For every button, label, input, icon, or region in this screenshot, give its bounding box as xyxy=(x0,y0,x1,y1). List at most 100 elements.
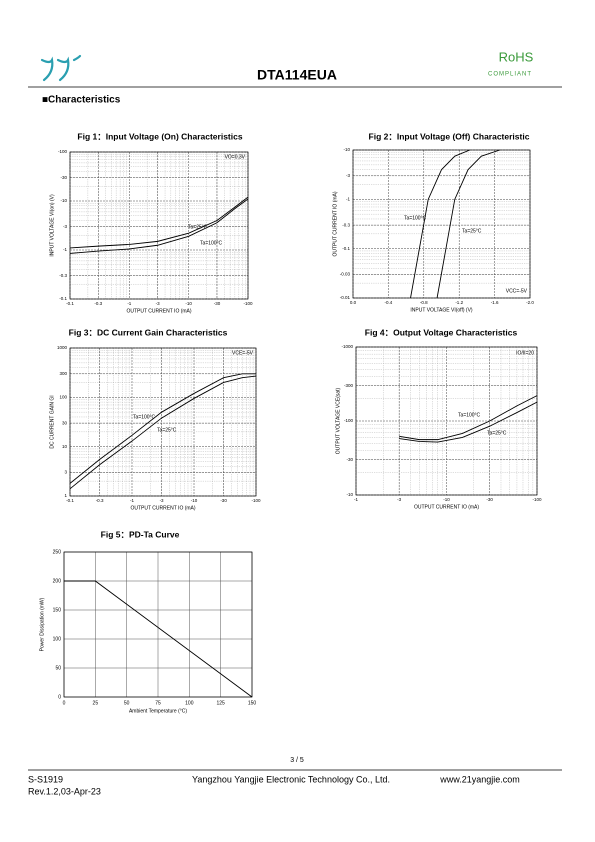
x-tick-label: -0.3 xyxy=(94,301,102,306)
series-line xyxy=(64,580,253,698)
x-tick-label: -1 xyxy=(130,498,134,503)
x-tick-label: 100 xyxy=(185,700,194,706)
x-tick-label: 25 xyxy=(93,700,99,706)
page-number: 3 / 5 xyxy=(290,757,304,764)
y-tick-label: -0.1 xyxy=(59,296,67,301)
y-tick-label: -3 xyxy=(63,224,67,229)
revision: Rev.1.2,03-Apr-23 xyxy=(28,786,101,796)
y-tick-label: -0.3 xyxy=(342,222,350,227)
x-tick-label: -100 xyxy=(251,498,261,503)
x-axis-label: Ambient Temperature (°C) xyxy=(129,708,187,714)
y-tick-label: -10 xyxy=(343,147,350,152)
x-axis-label: OUTPUT CURRENT IO (mA) xyxy=(414,504,479,510)
x-tick-label: -30 xyxy=(214,301,221,306)
chart-title: Fig 4：Output Voltage Characteristics xyxy=(365,327,518,337)
y-tick-label: -0.01 xyxy=(340,295,351,300)
x-tick-label: -100 xyxy=(532,497,542,502)
x-tick-label: 0.0 xyxy=(350,300,357,305)
x-tick-label: 125 xyxy=(216,700,225,706)
y-tick-label: -100 xyxy=(344,418,354,423)
y-tick-label: 100 xyxy=(59,395,67,400)
chart-title: Fig 1：Input Voltage (On) Characteristics xyxy=(77,131,242,141)
x-tick-label: -0.1 xyxy=(66,498,74,503)
chart-title: Fig 3：DC Current Gain Characteristics xyxy=(69,327,228,337)
plot-frame xyxy=(69,151,249,300)
annotation: VO=0.3V xyxy=(225,154,246,160)
section-title: ■Characteristics xyxy=(42,95,121,106)
x-tick-label: -30 xyxy=(220,498,227,503)
x-axis-label: INPUT VOLTAGE VI(off) (V) xyxy=(410,307,472,313)
x-tick-label: -0.8 xyxy=(420,300,428,305)
x-axis-label: OUTPUT CURRENT IO (mA) xyxy=(126,308,191,314)
series-line xyxy=(69,375,257,490)
series-line xyxy=(399,395,538,441)
y-axis-label: OUTPUT CURRENT IO (mA) xyxy=(332,191,338,256)
series-line xyxy=(436,149,501,299)
series-line xyxy=(69,373,256,484)
series-line xyxy=(410,149,470,299)
doc-id: S-S1919 xyxy=(28,774,63,784)
chart: Fig 2：Input Voltage (Off) Characteristic… xyxy=(332,131,534,313)
series-line xyxy=(69,198,249,254)
chart: Fig 5：PD-Ta Curve 0 25 50 75 100 125 150 0 50 100 1… xyxy=(39,529,256,714)
x-tick-label: -3 xyxy=(397,497,401,502)
y-tick-label: 200 xyxy=(53,578,62,584)
y-tick-label: 1 xyxy=(64,493,67,498)
series-label: Ta=100°C xyxy=(458,412,481,418)
x-tick-label: -100 xyxy=(243,301,253,306)
y-tick-label: 0 xyxy=(58,694,61,700)
x-tick-label: -10 xyxy=(443,497,450,502)
y-tick-label: 100 xyxy=(53,636,62,642)
y-tick-label: -3 xyxy=(346,173,350,178)
x-tick-label: 0 xyxy=(63,700,66,706)
x-tick-label: -2.0 xyxy=(526,300,534,305)
x-tick-label: -1.6 xyxy=(491,300,499,305)
x-tick-label: -1 xyxy=(354,497,358,502)
y-axis-label: Power Dissipation (mW) xyxy=(39,597,45,651)
x-tick-label: -1.2 xyxy=(455,300,463,305)
y-axis-label: OUTPUT VOLTAGE VCE(sat) xyxy=(335,387,341,454)
y-tick-label: 300 xyxy=(59,371,67,376)
y-tick-label: -30 xyxy=(60,175,67,180)
series-label: Ta=25°C xyxy=(462,228,482,234)
website: www.21yangjie.com xyxy=(439,774,520,784)
x-tick-label: -3 xyxy=(156,301,160,306)
x-tick-label: -0.3 xyxy=(96,498,104,503)
x-tick-label: -0.1 xyxy=(66,301,74,306)
y-tick-label: 30 xyxy=(62,420,68,425)
annotation: IO/II=20 xyxy=(516,350,534,356)
rohs: RoHS xyxy=(499,49,534,64)
series-label: Ta=100°C xyxy=(404,215,427,221)
chart: Fig 1：Input Voltage (On) Characteristics… xyxy=(49,131,253,314)
series-label: Ta=25°C xyxy=(157,427,177,433)
y-tick-label: 1000 xyxy=(57,345,68,350)
y-tick-label: -30 xyxy=(346,457,353,462)
x-tick-label: -1 xyxy=(127,301,131,306)
series-label: Ta=100°C xyxy=(200,240,223,246)
x-tick-label: -10 xyxy=(185,301,192,306)
y-tick-label: -10 xyxy=(60,198,67,203)
x-tick-label: -30 xyxy=(486,497,493,502)
series-line xyxy=(399,401,538,443)
part-number: DTA114EUA xyxy=(257,67,337,83)
y-tick-label: -1000 xyxy=(341,344,353,349)
annotation: VCE=-5V xyxy=(232,350,254,356)
y-tick-label: -100 xyxy=(58,149,68,154)
y-axis-label: DC CURRENT GAIN GI xyxy=(49,395,55,448)
y-tick-label: -0.3 xyxy=(59,273,67,278)
plot-frame xyxy=(355,346,538,496)
series-label: Ta=100°C xyxy=(133,414,156,420)
y-axis-label: INPUT VOLTAGE VI(on) (V) xyxy=(49,194,55,257)
y-tick-label: -1 xyxy=(63,247,67,252)
chart-title: Fig 5：PD-Ta Curve xyxy=(101,529,180,539)
series-label: Ta=25°C xyxy=(487,430,507,436)
x-tick-label: 75 xyxy=(155,700,161,706)
y-tick-label: -0.03 xyxy=(340,272,351,277)
y-tick-label: 3 xyxy=(64,470,67,475)
x-tick-label: 50 xyxy=(124,700,130,706)
chart: Fig 4：Output Voltage Characteristics -1 -3… xyxy=(335,327,542,510)
y-tick-label: -300 xyxy=(344,383,354,388)
company: Yangzhou Yangjie Electronic Technology C… xyxy=(192,774,390,784)
y-tick-label: -0.1 xyxy=(342,246,350,251)
